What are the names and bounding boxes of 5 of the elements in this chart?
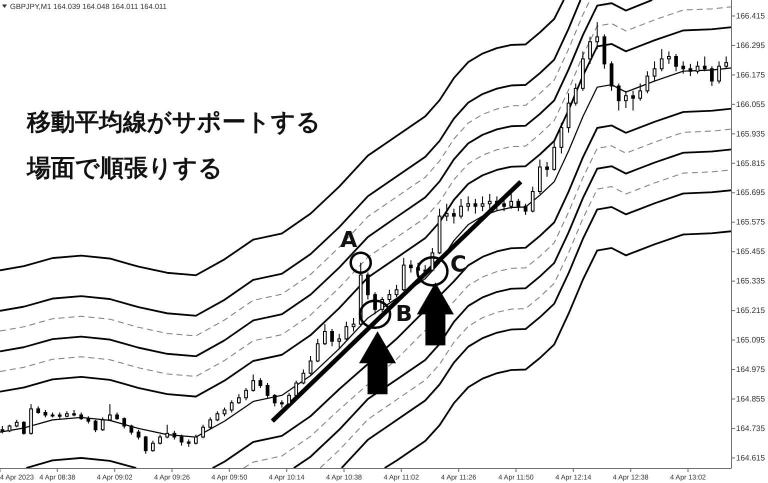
annotation: C [450,252,466,278]
annotation: 場面で順張りする [27,154,223,182]
annotation: B [396,302,412,327]
annotation: A [340,228,358,254]
annotation: 移動平均線がサポートする [27,108,321,136]
